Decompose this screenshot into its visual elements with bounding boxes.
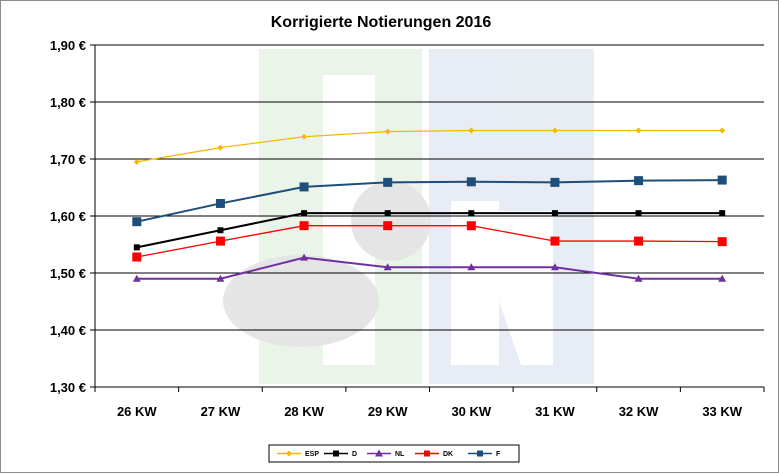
y-tick-label: 1,40 € [50,323,86,338]
data-point-esp [384,128,391,135]
y-tick-label: 1,80 € [50,95,86,110]
data-point-d [133,244,140,251]
legend-marker-f [477,450,483,457]
data-point-nl [216,274,225,282]
data-point-dk [299,221,309,231]
y-tick-label: 1,30 € [50,380,86,395]
legend-label-f: F [496,451,501,458]
data-point-esp [551,127,558,134]
data-point-esp [301,133,308,140]
legend-box [268,444,520,463]
x-tick-label: 30 KW [451,404,491,419]
legend-marker-dk [424,450,430,457]
y-tick-label: 1,60 € [50,209,86,224]
data-point-dk [717,237,727,247]
data-point-f [215,198,225,208]
series-line-nl [136,256,723,280]
y-tick-label: 1,90 € [50,38,86,53]
data-point-dk [466,221,476,231]
legend-marker-esp [286,450,292,457]
data-point-dk [634,236,644,246]
data-point-d [635,210,642,217]
data-point-f [383,177,393,187]
data-point-nl [383,263,392,271]
axes [90,44,765,392]
y-tick-label: 1,50 € [50,266,86,281]
data-point-d [301,210,308,217]
y-tick-labels: 1,90 € 1,80 € 1,70 € 1,60 € 1,50 € 1,40 € 1,30… [50,38,86,395]
x-tick-label: 33 KW [702,404,742,419]
data-point-nl [634,274,643,282]
data-point-esp [719,127,726,134]
data-point-f [717,175,727,185]
data-point-nl [132,274,141,282]
series-lines [132,127,727,282]
data-point-esp [133,158,140,165]
x-tick-labels: 26 KW 27 KW 28 KW 29 KW 30 KW 31 KW 32 KW 33 KW [117,404,743,419]
data-point-f [466,177,476,187]
x-tick-label: 32 KW [619,404,659,419]
legend-label-dk: DK [443,451,453,458]
data-point-d [217,227,224,234]
data-point-dk [132,252,142,262]
data-point-d [551,210,558,217]
legend-marker-d [333,450,339,457]
x-tick-label: 31 KW [535,404,575,419]
data-point-f [132,217,142,227]
legend-label-d: D [352,451,357,458]
data-point-f [550,177,560,187]
x-tick-label: 29 KW [368,404,408,419]
series-line-esp [136,129,723,163]
data-point-f [299,182,309,192]
data-point-dk [550,236,560,246]
data-point-f [634,176,644,186]
data-point-esp [468,127,475,134]
data-point-esp [635,127,642,134]
series-line-d [136,212,723,249]
data-point-d [719,210,726,217]
data-point-nl [718,274,727,282]
y-tick-label: 1,70 € [50,152,86,167]
chart-title: Korrigierte Notierungen 2016 [271,14,492,31]
data-point-dk [215,236,225,246]
x-tick-label: 28 KW [284,404,324,419]
data-point-nl [550,263,559,271]
data-point-esp [217,144,224,151]
series-line-dk [136,225,723,258]
legend: ESP D NL DK F [268,444,520,463]
series-line-f [136,179,723,223]
data-point-d [384,210,391,217]
legend-marker-nl [375,449,383,457]
data-point-d [468,210,475,217]
x-tick-label: 27 KW [201,404,241,419]
x-tick-label: 26 KW [117,404,157,419]
data-point-dk [383,221,393,231]
legend-label-esp: ESP [305,451,319,458]
data-point-nl [300,253,309,261]
data-point-nl [467,263,476,271]
legend-label-nl: NL [395,451,405,458]
